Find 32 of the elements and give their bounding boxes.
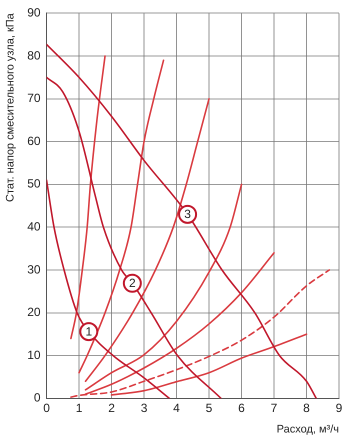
y-tick-label: 40 (27, 220, 41, 234)
annotation: 1 (85, 324, 92, 338)
y-tick-label: 0 (34, 390, 41, 405)
line-series (70, 55, 106, 340)
y-tick-label: 60 (27, 134, 41, 148)
line-series (84, 184, 242, 391)
y-tick-label: 20 (27, 305, 41, 320)
y-tick-label: 70 (27, 91, 41, 106)
x-tick-label: 4 (173, 400, 180, 415)
x-tick-label: 1 (76, 400, 83, 415)
x-tick-label: 8 (303, 400, 310, 415)
x-tick-label: 3 (140, 400, 148, 415)
x-axis-title: Расход, м³/ч (276, 423, 339, 436)
line-series (46, 44, 318, 398)
y-tick-label: 10 (27, 348, 41, 362)
x-tick-label: 7 (270, 400, 278, 415)
y-tick-label: 50 (27, 176, 41, 191)
x-tick-label: 5 (206, 400, 213, 415)
x-tick-label: 0 (43, 400, 50, 415)
x-tick-label: 2 (108, 400, 116, 415)
y-tick-label: 80 (27, 48, 41, 62)
annotation: 2 (128, 276, 136, 290)
y-tick-label: 90 (27, 6, 41, 20)
line-series (46, 179, 170, 398)
y-axis-title: Стат. напор смесительного узла, кПа (4, 12, 17, 202)
annotation: 3 (184, 207, 192, 222)
line-series (46, 76, 222, 398)
line-series (78, 59, 164, 374)
x-tick-label: 9 (336, 400, 343, 415)
y-tick-label: 30 (27, 262, 41, 276)
line-series (84, 98, 210, 382)
x-tick-label: 6 (238, 400, 246, 415)
